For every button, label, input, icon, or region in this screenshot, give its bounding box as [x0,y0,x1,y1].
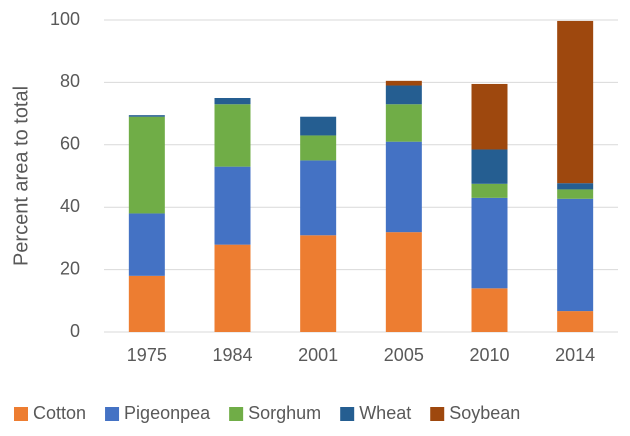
bar-segment [214,98,251,105]
bar-segment [557,198,594,312]
y-tick-label: 0 [70,321,80,341]
legend-label: Sorghum [248,403,321,423]
legend-label: Cotton [33,403,86,423]
bar-segment [471,288,508,332]
x-tick-label: 2005 [384,345,424,365]
x-tick-label: 2001 [298,345,338,365]
bar-segment [557,20,594,184]
y-axis-label: Percent area to total [10,86,32,266]
bar-segment [214,244,251,332]
bar-segment [471,197,508,289]
bar-segment [471,183,508,198]
bar-segment [385,104,422,142]
legend-swatch [14,407,28,421]
bar-segment [557,189,594,199]
x-tick-label: 1975 [127,345,167,365]
bar-segment [128,115,165,117]
x-tick-label: 1984 [212,345,252,365]
bar-segment [557,311,594,332]
bar-segment [385,232,422,332]
bar-segment [385,85,422,105]
y-tick-label: 20 [60,258,80,278]
bar-segment [300,160,337,236]
legend-label: Soybean [449,403,520,423]
bar-segment [300,116,337,136]
bar-segment [214,166,251,245]
legend-swatch [229,407,244,421]
bar-segment [300,135,337,161]
bar-segment [385,141,422,233]
legend-swatch [340,407,355,421]
bar-segment [471,149,508,184]
bar-segment [128,116,165,214]
y-tick-label: 60 [60,134,80,154]
bar-segment [385,80,422,86]
bar-segment [128,275,165,332]
legend-swatch [105,407,120,421]
legend-label: Wheat [359,403,411,423]
y-tick-label: 100 [50,9,80,29]
x-tick-label: 2010 [469,345,509,365]
bar-segment [471,83,508,150]
bar-segment [300,235,337,332]
y-tick-label: 80 [60,71,80,91]
bar-segment [128,213,165,276]
bar-segment [557,183,594,190]
bar-segment [214,104,251,167]
y-tick-label: 40 [60,196,80,216]
x-tick-label: 2014 [555,345,595,365]
legend-label: Pigeonpea [124,403,211,423]
legend-swatch [430,407,445,421]
